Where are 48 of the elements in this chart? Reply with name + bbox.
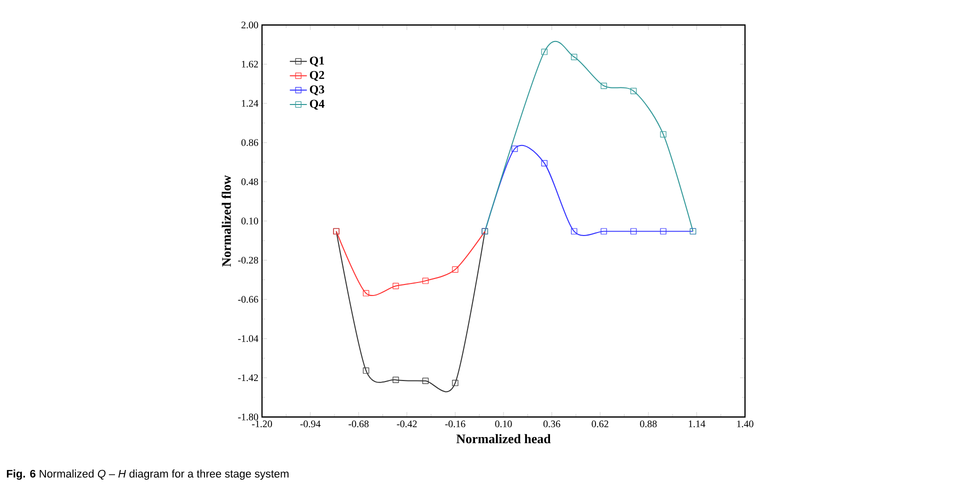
legend-label: Q2 xyxy=(310,71,324,81)
point xyxy=(541,160,548,166)
y-tick-label: 2.00 xyxy=(241,22,258,28)
x-tick-label: -0.94 xyxy=(300,420,321,428)
x-tick-label: -1.20 xyxy=(252,420,272,428)
point xyxy=(660,131,666,138)
y-tick-label: 0.10 xyxy=(241,218,258,224)
x-tick-label: 0.36 xyxy=(543,420,560,428)
point xyxy=(452,266,458,273)
point xyxy=(630,228,637,234)
point xyxy=(570,228,578,234)
x-tick-label: -0.68 xyxy=(348,420,369,428)
point xyxy=(422,278,429,284)
point xyxy=(630,88,637,94)
x-tick-label: -0.16 xyxy=(445,420,466,428)
y-tick-label: -0.28 xyxy=(238,256,258,264)
point xyxy=(541,48,548,55)
x-tick-label: 1.40 xyxy=(737,420,754,428)
y-tick-label: -1.80 xyxy=(238,414,258,420)
y-axis-title: Normalized flow xyxy=(222,175,231,267)
point xyxy=(422,378,429,384)
text: Fig. 6 Normalized Q – H diagram for a three stage system xyxy=(6,470,288,480)
point xyxy=(362,290,370,296)
point xyxy=(660,228,666,234)
y-tick-label: 1.62 xyxy=(242,60,258,68)
x-tick-label: 1.14 xyxy=(688,420,706,428)
y-tick-label: -1.04 xyxy=(238,335,258,342)
y-tick-label: 0.48 xyxy=(241,178,258,186)
x-tick-label: -0.42 xyxy=(396,420,417,428)
legend-label: Q4 xyxy=(310,100,324,110)
point xyxy=(362,367,370,374)
y-tick-label: -1.42 xyxy=(238,374,258,382)
x-axis-title: Normalized head xyxy=(456,434,551,444)
point xyxy=(600,82,607,89)
legend-label: Q1 xyxy=(310,56,324,66)
x-tick-label: 0.62 xyxy=(592,420,608,428)
point xyxy=(392,282,399,290)
point xyxy=(512,146,518,152)
y-tick-label: -0.66 xyxy=(238,296,258,303)
y-tick-label: 1.24 xyxy=(242,100,258,107)
x-tick-label: 0.10 xyxy=(495,420,512,428)
y-tick-label: 0.86 xyxy=(241,139,258,146)
point xyxy=(452,380,458,386)
legend-label: Q3 xyxy=(310,85,324,96)
point xyxy=(600,228,607,234)
x-tick-label: 0.88 xyxy=(640,420,657,428)
point xyxy=(570,54,578,60)
point xyxy=(392,376,399,383)
